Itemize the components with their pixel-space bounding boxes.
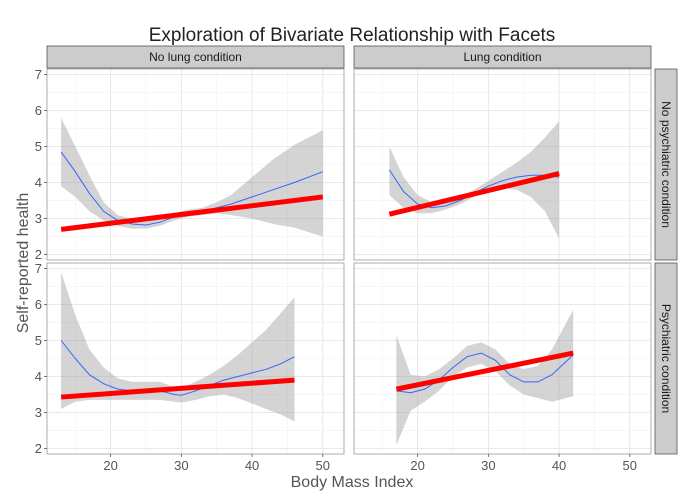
y-tick-label: 3 [35, 405, 42, 420]
y-axis-title: Self-reported health [15, 193, 32, 334]
y-tick-label: 5 [35, 333, 42, 348]
row-strip [654, 68, 678, 261]
confidence-band [396, 309, 574, 445]
y-tick-label: 2 [35, 247, 42, 262]
linear-fit-line [395, 350, 574, 392]
y-tick-label: 7 [35, 261, 42, 276]
x-tick-label: 20 [410, 458, 424, 473]
facet-strips: No lung condition Lung condition No psychi… [46, 45, 678, 455]
row-strip [654, 262, 678, 455]
column-strip [46, 45, 345, 69]
x-axis-title: Body Mass Index [291, 474, 414, 491]
loess-line [60, 340, 295, 396]
y-tick-label: 4 [35, 175, 42, 190]
panel-border [46, 262, 345, 455]
linear-fit-line [60, 377, 295, 400]
x-tick-label: 40 [245, 458, 259, 473]
y-tick-label: 5 [35, 139, 42, 154]
facet-panel [353, 262, 652, 455]
y-tick-label: 3 [35, 211, 42, 226]
x-tick-label: 20 [103, 458, 117, 473]
linear-fit-line [388, 171, 560, 217]
x-tick-label: 40 [552, 458, 566, 473]
facet-panels [46, 68, 652, 455]
facet-panel [353, 68, 652, 261]
panel-border [46, 68, 345, 261]
y-tick-label: 6 [35, 297, 42, 312]
x-tick-label: 50 [623, 458, 637, 473]
y-tick-label: 2 [35, 441, 42, 456]
linear-fit-line [60, 194, 324, 232]
x-tick-label: 30 [174, 458, 188, 473]
row-strip-label: Psychiatric condition [659, 304, 673, 413]
loess-line [396, 352, 574, 394]
y-tick-label: 6 [35, 103, 42, 118]
confidence-band [389, 121, 560, 239]
column-strip [353, 45, 652, 69]
column-strip-label: Lung condition [463, 50, 541, 64]
panel-border [353, 262, 652, 455]
facet-panel [46, 68, 345, 261]
y-tick-label: 4 [35, 369, 42, 384]
y-tick-label: 7 [35, 67, 42, 82]
chart-title: Exploration of Bivariate Relationship wi… [149, 25, 556, 46]
row-strip-label: No psychiatric condition [659, 101, 673, 228]
x-tick-label: 50 [316, 458, 330, 473]
column-strip-label: No lung condition [149, 50, 242, 64]
panel-border [353, 68, 652, 261]
facet-panel [46, 262, 345, 455]
x-tick-label: 30 [481, 458, 495, 473]
